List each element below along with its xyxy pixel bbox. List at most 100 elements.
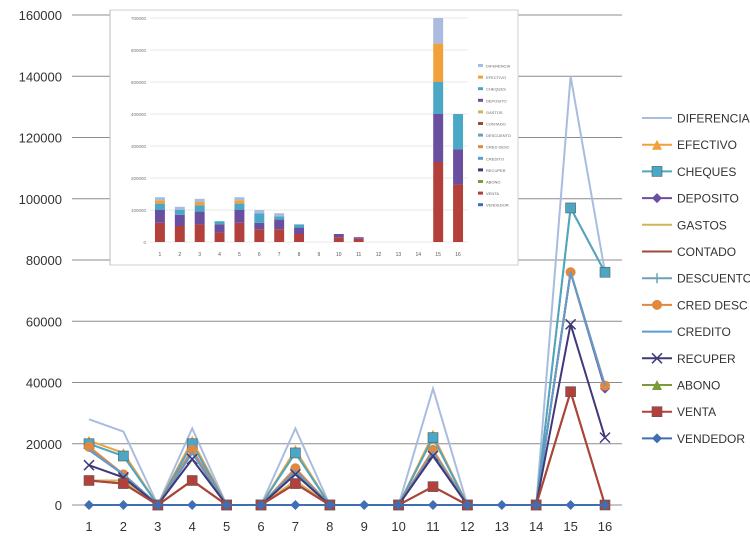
y-tick-label: 160000 [19,8,62,23]
inset-legend-label: GASTOS [486,110,503,115]
data-point [565,500,576,510]
series-diferencia [88,76,606,508]
inset-bar-segment [433,43,444,82]
inset-legend-label: RECUPER [486,168,506,173]
y-tick-label: 60000 [26,314,62,329]
data-point [652,193,662,204]
inset-bar-segment [274,213,285,217]
data-point [118,478,129,489]
inset-bar-segment [254,229,265,242]
inset-x-tick-label: 6 [258,252,261,258]
inset-bar-segment [433,18,444,44]
inset-bar-segment [254,222,265,230]
inset-bar-segment [254,210,265,214]
series-line [88,272,606,507]
data-point [118,500,129,510]
inset-x-tick-label: 12 [376,252,382,258]
data-point [652,380,662,390]
inset-bar-segment [433,162,444,242]
x-tick-label: 2 [120,519,127,534]
inset-y-tick-label: 300000 [131,144,147,149]
legend-label: CONTADO [677,245,736,259]
inset-legend-swatch [478,75,483,79]
inset-bar-segment [294,224,305,228]
inset-bar-segment [353,237,364,239]
inset-y-tick-label: 700000 [131,16,147,21]
data-point [324,500,335,510]
y-tick-label: 120000 [19,131,62,146]
inset-x-tick-label: 16 [455,252,461,258]
legend-label: VENDEDOR [677,432,745,446]
series-line [88,272,606,507]
data-point [599,266,611,278]
inset-bar-segment [274,216,285,220]
x-tick-label: 4 [189,519,196,534]
data-point [83,475,95,486]
series-credito [88,272,606,507]
data-point [152,500,163,510]
inset-legend-swatch [478,145,483,149]
inset-bar-segment [453,114,464,150]
data-point [531,500,542,510]
data-point [652,299,662,310]
x-tick-label: 16 [598,519,612,534]
inset-y-tick-label: 0 [143,240,146,245]
y-tick-label: 0 [55,498,62,513]
inset-bar-segment [194,202,205,206]
inset-x-tick-label: 14 [416,252,422,258]
inset-bar-segment [234,222,245,242]
inset-legend-label: EFECTIVO [486,75,506,80]
data-point [651,352,663,364]
inset-bar-segment [214,232,225,242]
inset-legend-swatch [478,133,483,137]
series-contado [88,272,606,507]
inset-bar-segment [174,214,185,226]
inset-bar-segment [433,114,444,162]
inset-legend-swatch [478,203,483,207]
data-point [290,447,301,459]
y-tick-label: 100000 [19,192,62,207]
data-point [427,432,439,443]
y-tick-label: 40000 [26,376,62,391]
inset-bar-segment [194,211,205,225]
inset-legend-label: DEPOSITO [486,98,507,103]
data-point [652,273,662,284]
y-tick-label: 80000 [26,253,62,268]
inset-x-tick-label: 7 [278,252,281,258]
data-point [290,500,301,510]
inset-y-tick-label: 500000 [131,80,147,85]
inset-bar-segment [294,227,305,234]
x-tick-label: 14 [529,519,543,534]
series-recuper [83,318,611,511]
data-point [652,139,662,150]
x-tick-label: 10 [391,519,405,534]
inset-bar-segment [453,184,464,242]
inset-stacked-bar-chart: 0 100000 200000 300000 400000 500000 600000 700… [109,9,519,266]
data-point [186,453,198,465]
inset-bar-segment [333,234,344,238]
inset-y-tick-label: 600000 [131,48,147,53]
data-point [565,318,577,330]
series-vendedor [84,500,610,510]
data-point [83,459,95,471]
inset-bar-segment [234,203,245,210]
inset-legend-swatch [478,168,483,172]
inset-legend-label: VENDEDOR [486,203,509,208]
main-series-lines [83,76,611,511]
series-cred-desc [84,267,610,510]
data-point [428,500,438,510]
data-point [221,500,232,510]
inset-x-tick-label: 4 [218,252,221,258]
legend-label: GASTOS [677,218,727,232]
inset-legend-label: ABONO [486,180,500,185]
data-point [462,500,473,510]
data-point [256,500,266,510]
x-tick-label: 7 [292,519,299,534]
inset-bar-segment [453,149,464,185]
x-tick-label: 1 [85,519,92,534]
legend-label: EFECTIVO [677,138,737,152]
series-line [88,324,606,507]
inset-legend-swatch [478,64,483,67]
inset-bar-segment [194,224,205,242]
inset-legend-label: CHEQUES [486,87,506,92]
